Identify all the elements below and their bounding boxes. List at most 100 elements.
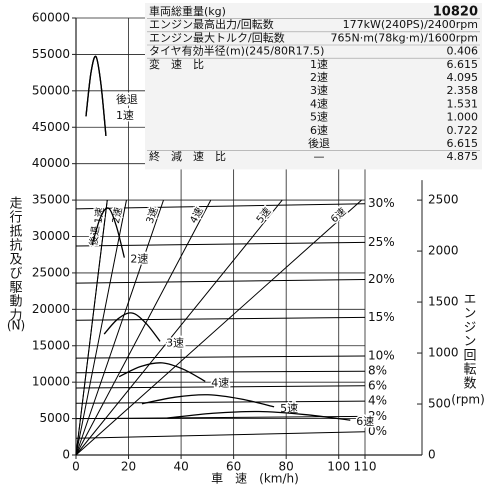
force-curve — [85, 55, 107, 137]
y-tick-label: 10000 — [32, 375, 70, 389]
x-tick-label: 40 — [173, 460, 188, 474]
spec-table: 車両総重量(kg) 10820 エンジン最高出力/回転数 177kW(240PS)/2… — [145, 3, 482, 170]
spec-gear: — — [314, 150, 325, 163]
y2-tick-label: 0 — [428, 448, 436, 462]
force-curve — [91, 207, 125, 258]
rpm-line — [75, 200, 127, 456]
y-tick-label: 50000 — [32, 83, 70, 97]
force-curve — [167, 410, 351, 421]
spec-label: 変 速 比 — [149, 57, 204, 71]
x-tick-label: 20 — [121, 460, 136, 474]
y2-axis-label: エンジン回転数 — [461, 292, 477, 390]
spec-label: 車両総重量(kg) — [149, 4, 226, 18]
gradient-line — [75, 400, 366, 404]
y2-axis-unit: (rpm) — [451, 393, 485, 407]
x-tick-label: 80 — [279, 460, 294, 474]
spec-value: 6.615 — [447, 137, 479, 150]
spec-gear: 6速 — [310, 124, 328, 137]
y-tick-label: 55000 — [32, 47, 70, 61]
gradient-label: 10% — [368, 348, 395, 362]
y2-tick-label: 2000 — [428, 244, 459, 258]
gradient-label: 6% — [368, 378, 387, 392]
gradient-line — [75, 203, 366, 210]
y-axis-unit: (N) — [7, 319, 25, 333]
spec-label: エンジン最大トルク/回転数 — [149, 30, 285, 44]
gradient-label: 2% — [368, 409, 387, 423]
gradient-line — [75, 385, 366, 389]
y2-tick-label: 2500 — [428, 193, 459, 207]
spec-label: エンジン最高出力/回転数 — [149, 17, 274, 31]
spec-gear: 4速 — [310, 97, 328, 110]
y-tick-label: 60000 — [32, 11, 70, 25]
spec-gear: 1速 — [310, 58, 328, 71]
gradient-line — [75, 415, 366, 420]
y-tick-label: 45000 — [32, 120, 70, 134]
force-curve — [118, 362, 206, 383]
force-curve-label: 4速 — [211, 376, 229, 389]
x-tick-label: 100 — [327, 460, 350, 474]
gradient-label: 8% — [368, 364, 387, 378]
rpm-line — [75, 200, 108, 456]
gradient-label: 20% — [368, 272, 395, 286]
y-tick-label: 0 — [62, 448, 70, 462]
y-tick-label: 35000 — [32, 193, 70, 207]
gradient-label: 0% — [368, 424, 387, 438]
gradient-label: 4% — [368, 394, 387, 408]
rpm-line — [75, 199, 362, 456]
gradient-label: 15% — [368, 310, 395, 324]
y-tick-label: 20000 — [32, 302, 70, 316]
y-tick-label: 30000 — [32, 229, 70, 243]
rpm-line-label: 3速 — [144, 206, 161, 225]
spec-value: 0.406 — [447, 45, 479, 58]
spec-value: 6.615 — [447, 58, 479, 71]
force-curve-label: 3速 — [166, 336, 184, 349]
y-tick-label: 40000 — [32, 156, 70, 170]
x-axis-label: 車 速 (km/h) — [211, 472, 299, 486]
spec-value: 1.531 — [447, 97, 479, 110]
spec-value: 765N·m(78kg·m)/1600rpm — [330, 31, 478, 44]
rpm-line-label: 4速 — [188, 205, 206, 225]
force-curve-label: 1速 — [116, 109, 134, 122]
gradient-line — [75, 241, 366, 247]
gradient-label: 30% — [368, 196, 395, 210]
spec-label: タイヤ有効半径(m)(245/80R17.5) — [149, 44, 324, 58]
spec-table-bg — [145, 3, 482, 170]
spec-label: 終 減 速 比 — [149, 149, 226, 163]
force-curve-label: 後退 — [116, 92, 138, 106]
y2-tick-label: 1000 — [428, 346, 459, 360]
spec-value: 4.875 — [447, 150, 479, 163]
spec-gear: 5速 — [310, 111, 328, 124]
rpm-line-label: 6速 — [328, 205, 348, 225]
spec-gear: 2速 — [310, 71, 328, 84]
spec-value: 177kW(240PS)/2400rpm — [343, 18, 478, 31]
force-curve — [85, 55, 107, 137]
spec-gear: 後退 — [308, 136, 330, 150]
spec-value: 1.000 — [447, 111, 479, 124]
spec-value: 0.722 — [447, 124, 479, 137]
rpm-line — [75, 199, 212, 456]
y2-tick-label: 500 — [428, 397, 451, 411]
gradient-line — [75, 278, 366, 284]
gradient-line — [75, 355, 366, 359]
force-curve — [103, 312, 161, 342]
spec-gear: 3速 — [310, 84, 328, 97]
spec-value: 4.095 — [447, 71, 479, 84]
gradient-label: 25% — [368, 235, 395, 249]
y-tick-label: 15000 — [32, 338, 70, 352]
spec-value: 10820 — [433, 5, 478, 20]
y-tick-label: 25000 — [32, 265, 70, 279]
rpm-line-label: 5速 — [254, 205, 274, 225]
x-tick-label: 110 — [354, 460, 377, 474]
x-tick-label: 0 — [72, 460, 80, 474]
y-axis-label: 走行抵抗及び駆動力 — [7, 196, 23, 322]
y2-tick-label: 1500 — [428, 295, 459, 309]
rpm-line — [75, 199, 283, 456]
force-curve — [141, 394, 275, 408]
gradient-line — [75, 431, 366, 439]
x-tick-label: 60 — [226, 460, 241, 474]
gradient-line — [75, 370, 366, 374]
force-curve-label: 2速 — [130, 253, 148, 266]
y-tick-label: 5000 — [39, 411, 70, 425]
rpm-line — [75, 199, 164, 456]
